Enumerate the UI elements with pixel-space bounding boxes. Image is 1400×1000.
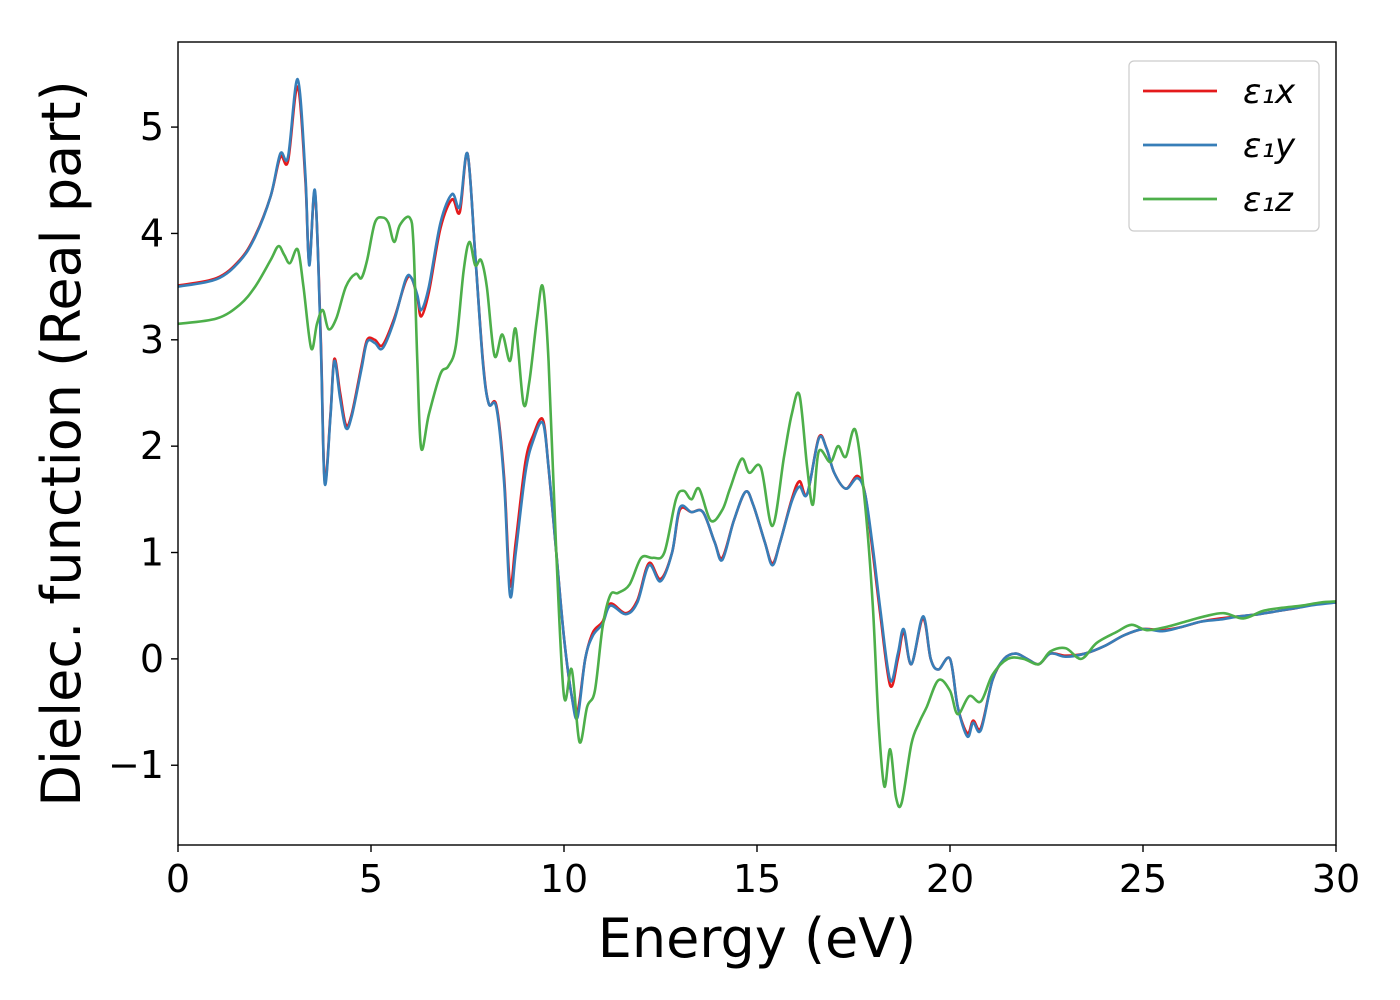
y-tick-label: 0: [140, 637, 164, 681]
y-tick-label: 1: [140, 531, 164, 575]
x-tick-label: 5: [359, 857, 383, 901]
legend-box: [1128, 60, 1320, 232]
series-line-3: [178, 215, 1336, 809]
x-tick-label: 30: [1312, 857, 1360, 901]
series-lines: [178, 77, 1336, 809]
x-tick-label: 20: [926, 857, 974, 901]
legend-label-2: ε₁y: [1243, 126, 1296, 166]
y-tick-label: −1: [108, 743, 164, 787]
x-tick-label: 15: [733, 857, 781, 901]
legend-label-1: ε₁x: [1243, 72, 1296, 112]
x-tick-label: 10: [540, 857, 588, 901]
legend-label-3: ε₁z: [1243, 180, 1294, 220]
x-tick-label: 25: [1119, 857, 1167, 901]
y-tick-label: 3: [140, 318, 164, 362]
y-axis-label: Dielec. function (Real part): [30, 80, 93, 806]
y-tick-label: 2: [140, 424, 164, 468]
series-line-2: [178, 77, 1336, 739]
axis-ticks: 0 5 10 15 20 25 30 −1 0 1 2 3 4 5: [108, 105, 1360, 901]
y-tick-label: 5: [140, 105, 164, 149]
legend: ε₁x ε₁y ε₁z: [1128, 60, 1320, 232]
x-axis-label: Energy (eV): [598, 907, 917, 970]
x-tick-label: 0: [166, 857, 190, 901]
y-tick-label: 4: [140, 211, 164, 255]
